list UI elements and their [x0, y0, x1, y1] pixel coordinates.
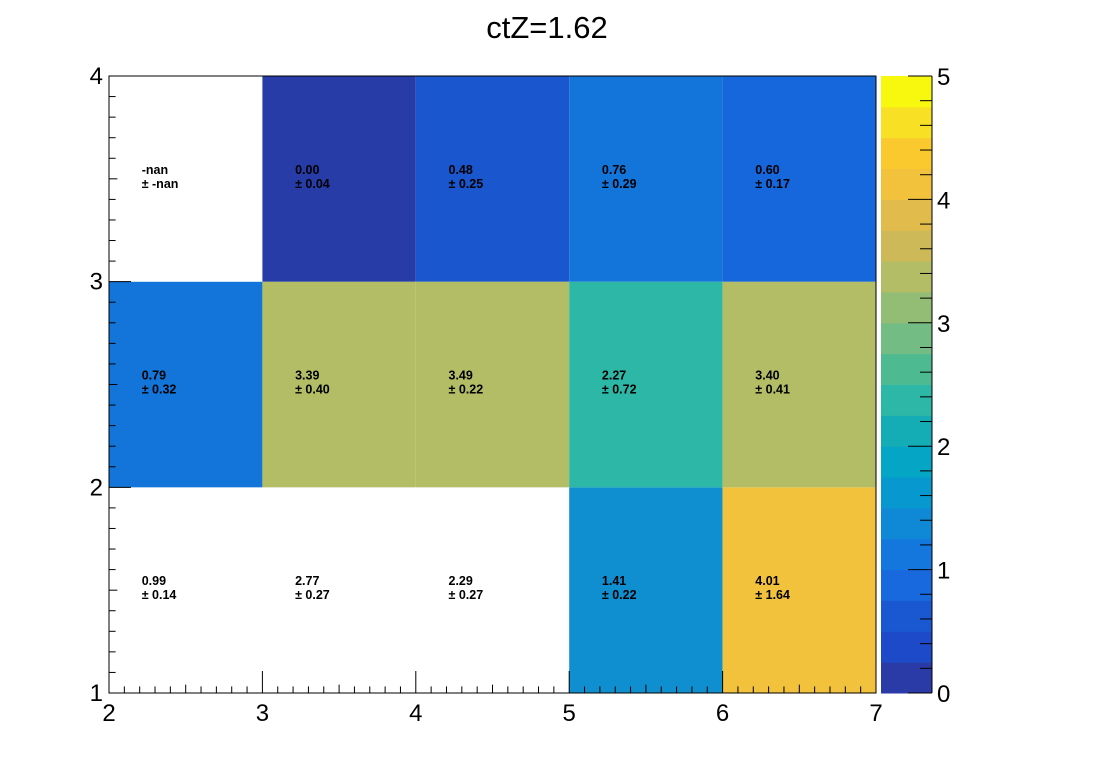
heatmap-cell	[569, 76, 723, 282]
cell-value-label: 0.99	[142, 574, 166, 588]
y-tick-label: 1	[90, 680, 103, 707]
heatmap-cell	[722, 281, 876, 488]
cell-error-label: ± 1.64	[755, 588, 790, 602]
cell-error-label: ± 0.22	[602, 588, 637, 602]
heatmap-cell	[262, 76, 416, 282]
color-scale-band	[881, 322, 932, 355]
cell-error-label: ± 0.25	[449, 177, 484, 191]
cell-value-label: 4.01	[755, 574, 779, 588]
cell-error-label: ± 0.27	[449, 588, 484, 602]
heatmap-cell	[109, 487, 263, 693]
cell-value-label: 3.39	[295, 369, 319, 383]
cell-error-label: ± 0.14	[142, 588, 177, 602]
cell-value-label: 0.48	[449, 163, 473, 177]
cell-value-label: 1.41	[602, 574, 626, 588]
cell-error-label: ± 0.40	[295, 383, 330, 397]
cell-error-label: ± 0.22	[449, 383, 484, 397]
heatmap-cells: 0.99± 0.142.77± 0.272.29± 0.271.41± 0.22…	[109, 76, 876, 693]
cell-error-label: ± 0.29	[602, 177, 637, 191]
heatmap-cell	[109, 281, 263, 488]
cell-error-label: ± 0.32	[142, 383, 177, 397]
color-scale-band	[881, 538, 932, 571]
heatmap-cell	[569, 487, 723, 693]
x-tick-label: 3	[256, 700, 269, 727]
color-scale-band	[881, 76, 932, 108]
cell-error-label: ± 0.27	[295, 588, 330, 602]
x-tick-label: 4	[409, 700, 422, 727]
heatmap-cell	[722, 487, 876, 693]
color-scale-band	[881, 631, 932, 663]
color-scale-band	[881, 137, 932, 170]
cell-error-label: ± 0.04	[295, 177, 330, 191]
x-tick-label: 7	[869, 700, 882, 727]
color-scale-tick-label: 2	[937, 434, 950, 461]
heatmap-cell	[415, 281, 570, 488]
cell-value-label: 0.60	[755, 163, 779, 177]
color-scale-band	[881, 106, 932, 139]
heatmap-cell	[722, 76, 876, 282]
color-scale-band	[881, 600, 932, 632]
heatmap-cell	[415, 76, 570, 282]
y-tick-label: 2	[90, 474, 103, 501]
y-tick-label: 4	[90, 63, 103, 90]
cell-value-label: 2.77	[295, 574, 319, 588]
color-scale-band	[881, 415, 932, 447]
cell-error-label: ± 0.72	[602, 383, 637, 397]
color-scale-band	[881, 230, 932, 262]
color-scale-tick-label: 0	[937, 681, 950, 708]
cell-value-label: 3.49	[449, 369, 473, 383]
color-scale-tick-label: 3	[937, 311, 950, 338]
color-scale-band	[881, 569, 932, 601]
cell-value-label: 2.29	[449, 574, 473, 588]
color-scale-tick-label: 5	[937, 64, 950, 91]
cell-value-label: 3.40	[755, 369, 779, 383]
color-scale-tick-label: 1	[937, 558, 950, 585]
chart-title: ctZ=1.62	[486, 10, 608, 45]
color-scale-band	[881, 261, 932, 293]
cell-value-label: 0.76	[602, 163, 626, 177]
cell-error-label: ± 0.17	[755, 177, 790, 191]
cell-error-label: ± 0.41	[755, 383, 790, 397]
color-scale-tick-label: 4	[937, 187, 950, 214]
y-tick-label: 3	[90, 269, 103, 296]
heatmap-cell	[569, 281, 723, 488]
color-scale-band	[881, 384, 932, 416]
color-scale-bar: 0 1 2 3 4 5	[881, 64, 950, 708]
color-scale-band	[881, 446, 932, 478]
color-scale-band	[881, 477, 932, 509]
cell-error-label: ± -nan	[142, 177, 179, 191]
heatmap-cell	[262, 487, 416, 693]
heatmap-cell	[262, 281, 416, 488]
heatmap-cell	[109, 76, 263, 282]
x-tick-label: 2	[102, 700, 115, 727]
color-scale-band	[881, 291, 932, 324]
x-tick-label: 6	[716, 700, 729, 727]
cell-value-label: -nan	[142, 163, 168, 177]
color-scale-band	[881, 199, 932, 231]
heatmap-cell	[415, 487, 570, 693]
cell-value-label: 0.79	[142, 369, 166, 383]
color-scale-band	[881, 168, 932, 200]
cell-value-label: 2.27	[602, 369, 626, 383]
cell-value-label: 0.00	[295, 163, 319, 177]
color-scale-band	[881, 662, 932, 694]
x-tick-label: 5	[563, 700, 576, 727]
color-scale-band	[881, 353, 932, 385]
color-scale-band	[881, 507, 932, 540]
